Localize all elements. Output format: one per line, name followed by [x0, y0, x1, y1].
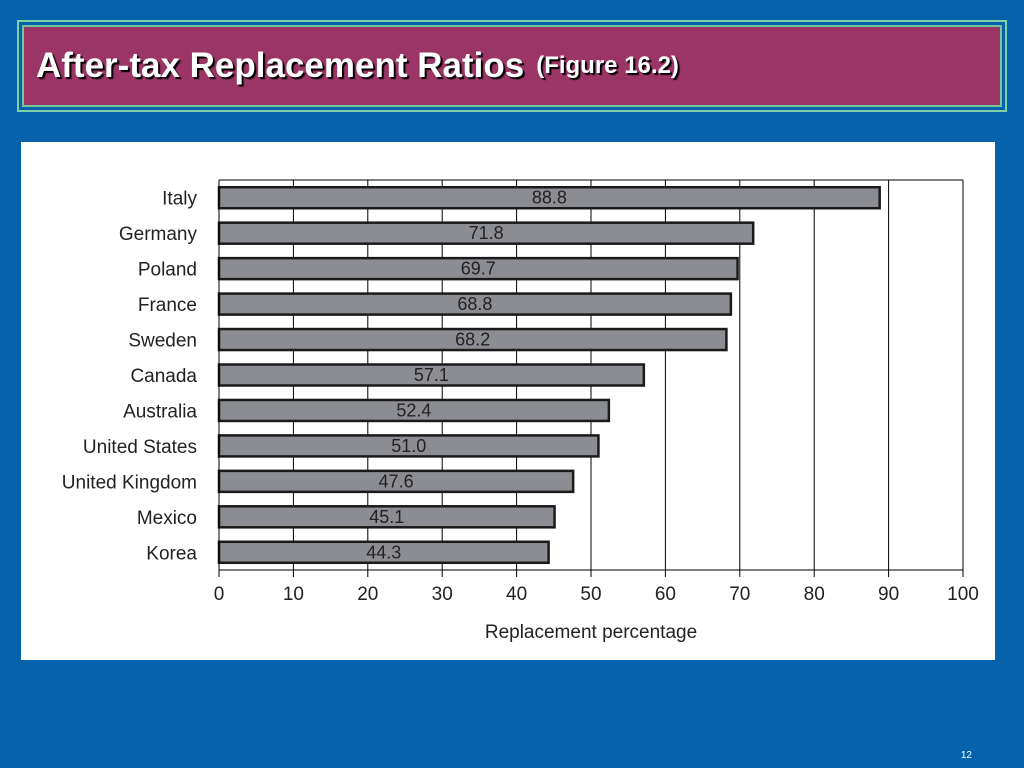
bar-value-label: 69.7 — [461, 259, 496, 279]
bar-value-label: 47.6 — [379, 471, 414, 491]
bar-value-label: 68.8 — [457, 294, 492, 314]
x-tick-label: 30 — [432, 584, 453, 605]
category-label: Poland — [138, 260, 197, 281]
x-tick-label: 60 — [655, 584, 676, 605]
x-tick-label: 20 — [357, 584, 378, 605]
page-number: 12 — [960, 750, 972, 761]
category-label: Italy — [162, 189, 197, 210]
category-label: United Kingdom — [62, 472, 197, 493]
category-label: Sweden — [128, 331, 197, 352]
category-label: France — [138, 295, 197, 316]
x-tick-label: 90 — [878, 584, 899, 605]
slide-subtitle: (Figure 16.2) — [536, 52, 679, 79]
x-tick-label: 100 — [947, 584, 979, 605]
title-frame: After-tax Replacement Ratios (Figure 16.… — [17, 20, 1007, 112]
chart-panel: 88.8 Italy 71.8 Germany 69.7 Poland 68.8 France… — [21, 142, 995, 660]
category-label: Australia — [123, 401, 197, 422]
bar-chart: 88.8 Italy 71.8 Germany 69.7 Poland 68.8 France… — [62, 179, 979, 643]
slide-title: After-tax Replacement Ratios — [36, 46, 525, 85]
category-label: Korea — [146, 543, 197, 564]
bar-value-label: 44.3 — [366, 542, 401, 562]
x-tick-label: 10 — [283, 584, 304, 605]
x-axis-title: Replacement percentage — [485, 622, 697, 643]
bar-value-label: 88.8 — [532, 188, 567, 208]
category-label: Canada — [130, 366, 197, 387]
category-label: Germany — [119, 224, 198, 245]
bar-value-label: 68.2 — [455, 330, 490, 350]
x-tick-label: 80 — [804, 584, 825, 605]
category-label: Mexico — [137, 508, 197, 529]
x-tick-label: 50 — [580, 584, 601, 605]
x-tick-label: 70 — [729, 584, 750, 605]
x-tick-label: 0 — [214, 584, 225, 605]
bar-value-label: 52.4 — [396, 400, 431, 420]
bar-value-label: 71.8 — [469, 223, 504, 243]
bar-value-label: 57.1 — [414, 365, 449, 385]
category-label: United States — [83, 437, 197, 458]
bar-value-label: 45.1 — [369, 507, 404, 527]
title-bar: After-tax Replacement Ratios (Figure 16.… — [22, 25, 1002, 107]
x-tick-label: 40 — [506, 584, 527, 605]
bar-value-label: 51.0 — [391, 436, 426, 456]
